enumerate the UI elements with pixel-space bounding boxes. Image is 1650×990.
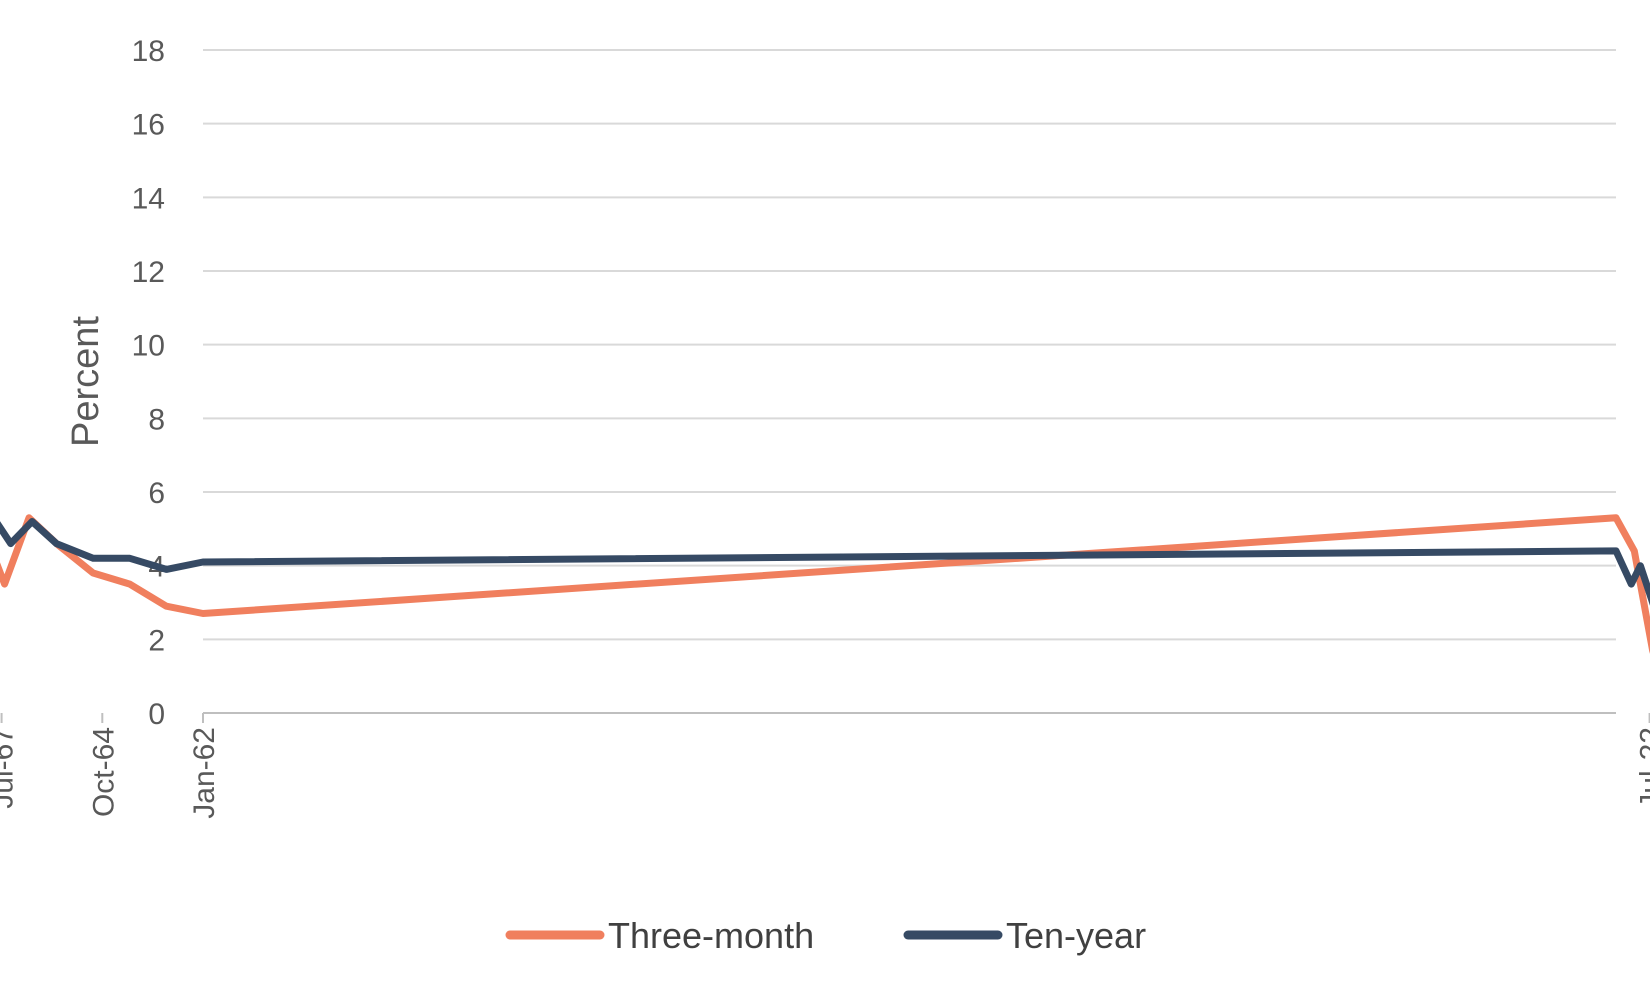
legend-label: Three-month <box>608 915 814 956</box>
y-tick-label: 10 <box>132 330 165 363</box>
y-axis-label: Percent <box>65 316 107 447</box>
y-tick-label: 8 <box>148 403 165 436</box>
y-tick-label: 12 <box>132 256 165 289</box>
legend: Three-month Ten-year <box>505 915 1146 956</box>
y-tick-label: 2 <box>148 624 165 657</box>
x-axis-ticks: Jan-62Oct-64Jul-67Apr-70Jan-73Oct-75Jul-… <box>0 713 1650 819</box>
x-tick-label: Jul-22 <box>1635 727 1650 809</box>
x-tick-label: Oct-64 <box>87 727 120 817</box>
x-tick-label: Jul-67 <box>0 727 20 809</box>
series-line <box>0 514 1650 654</box>
gridlines <box>203 49 1616 641</box>
y-tick-label: 18 <box>132 35 165 68</box>
x-tick-label: Jan-62 <box>188 727 221 819</box>
legend-label: Ten-year <box>1006 915 1146 956</box>
y-tick-label: 14 <box>132 182 165 215</box>
y-tick-label: 0 <box>148 698 165 731</box>
y-tick-label: 6 <box>148 477 165 510</box>
y-tick-label: 16 <box>132 109 165 142</box>
series-lines <box>0 514 1650 654</box>
